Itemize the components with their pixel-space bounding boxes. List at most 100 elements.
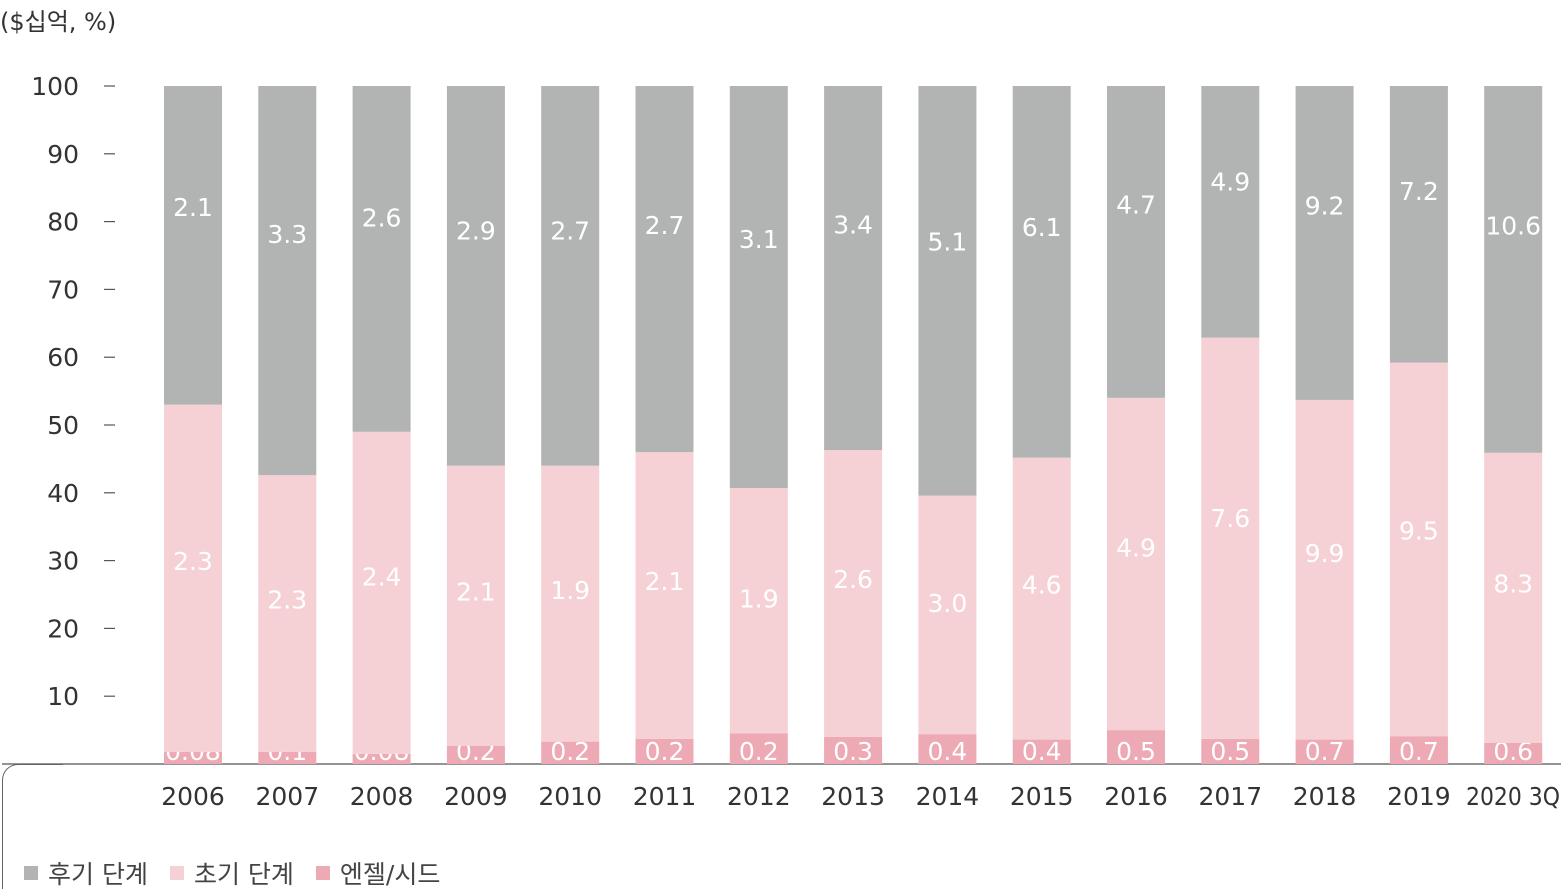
bar-segment: [918, 734, 977, 764]
bar-segment: [1295, 86, 1354, 400]
bar-segment: [729, 86, 788, 489]
bar-segment: [1295, 739, 1354, 764]
unit-label: ($십억, %): [0, 8, 117, 36]
data-label: 7.2: [1399, 177, 1439, 206]
legend-swatch-angel: [315, 866, 330, 880]
y-tick-label: 80: [47, 208, 79, 237]
legend: 후기 단계 초기 단계 엔젤/시드: [24, 855, 462, 891]
bar-segment: [258, 751, 317, 764]
legend-item-angel: 엔젤/시드: [315, 855, 441, 891]
data-label: 1.9: [739, 585, 779, 614]
data-label: 0.4: [928, 737, 968, 766]
x-tick-label: 2007: [255, 782, 319, 811]
data-label: 3.1: [739, 225, 779, 254]
bar-segment: [164, 751, 222, 764]
bar-segment: [1012, 457, 1071, 740]
bar-segment: [1201, 86, 1260, 338]
x-tick-label: 2020 3Q: [1466, 782, 1560, 811]
legend-frame: [2, 764, 63, 889]
data-label: 0.5: [1210, 737, 1250, 766]
data-label: 2.3: [173, 547, 213, 576]
x-tick-label: 2011: [633, 782, 697, 811]
legend-swatch-late: [24, 866, 38, 880]
data-label: 0.3: [833, 737, 873, 766]
bar-segment: [635, 452, 694, 739]
bar-segment: [541, 741, 600, 764]
bar-segment: [729, 488, 788, 734]
data-label: 10.6: [1485, 211, 1541, 240]
bar-segment: [824, 450, 883, 737]
bar-segment: [1484, 742, 1543, 764]
data-label: 2.7: [550, 216, 590, 245]
bar-segment: [1484, 452, 1543, 743]
data-label: 0.2: [739, 737, 779, 766]
data-label: 2.9: [456, 216, 496, 245]
data-label: 5.1: [928, 228, 968, 257]
y-tick-label: 10: [47, 682, 79, 711]
bar-segment: [1389, 362, 1448, 737]
data-label: 1.9: [550, 576, 590, 605]
bar-segment: [1107, 730, 1165, 764]
bar-segment: [1389, 736, 1448, 764]
data-label: 0.4: [1022, 737, 1062, 766]
bar-segment: [635, 86, 694, 453]
bar-segment: [1201, 738, 1260, 764]
bar-segment: [164, 404, 222, 752]
bar-segment: [1012, 86, 1071, 458]
legend-item-early: 초기 단계: [169, 855, 294, 891]
legend-item-late: 후기 단계: [24, 855, 148, 891]
data-label: 3.4: [833, 210, 873, 239]
y-tick-label: 20: [47, 614, 79, 643]
legend-label-angel: 엔젤/시드: [339, 860, 441, 889]
legend-swatch-early: [169, 866, 184, 880]
bar-segment: [258, 475, 317, 752]
data-label: 2.1: [173, 193, 213, 222]
data-label: 4.6: [1022, 570, 1062, 599]
x-tick-label: 2013: [821, 782, 885, 811]
x-tick-label: 2015: [1010, 782, 1074, 811]
x-tick-label: 2006: [161, 782, 225, 811]
bar-segment: [1295, 399, 1354, 740]
bar-segment: [918, 495, 977, 735]
data-label: 0.7: [1305, 737, 1345, 766]
y-tick-label: 90: [47, 140, 79, 169]
data-label: 9.5: [1399, 517, 1439, 546]
data-label: 0.2: [550, 737, 590, 766]
data-label: 8.3: [1493, 569, 1533, 598]
bar-segment: [729, 733, 788, 764]
data-label: 2.3: [267, 586, 307, 615]
x-tick-label: 2014: [916, 782, 980, 811]
x-tick-label: 2017: [1198, 782, 1262, 811]
data-label: 3.3: [267, 220, 307, 249]
x-tick-label: 2012: [727, 782, 791, 811]
data-label: 0.2: [645, 737, 685, 766]
data-label: 3.0: [928, 589, 968, 618]
data-label: 2.1: [645, 567, 685, 596]
bar-segment: [164, 86, 222, 405]
data-label: 0.7: [1399, 737, 1439, 766]
data-label: 2.6: [362, 203, 402, 232]
bar-segment: [352, 431, 411, 754]
x-tick-label: 2016: [1104, 782, 1168, 811]
x-tick-label: 2019: [1387, 782, 1451, 811]
data-label: 4.9: [1210, 168, 1250, 197]
bar-segment: [1107, 397, 1165, 731]
data-label: 0.5: [1116, 737, 1156, 766]
data-label: 2.4: [362, 563, 402, 592]
y-tick-label: 100: [31, 72, 79, 101]
x-tick-label: 2008: [350, 782, 414, 811]
legend-label-early: 초기 단계: [193, 860, 294, 889]
bar-segment: [1389, 86, 1448, 363]
data-label: 7.6: [1210, 504, 1250, 533]
bar-segment: [1484, 86, 1543, 453]
y-tick-label: 30: [47, 547, 79, 576]
bar-segment: [446, 745, 505, 764]
bar-segment: [352, 86, 411, 432]
x-tick-label: 2018: [1293, 782, 1357, 811]
data-label: 2.7: [645, 211, 685, 240]
y-tick-label: 50: [47, 411, 79, 440]
bar-segment: [918, 86, 977, 496]
x-tick-label: 2009: [444, 782, 508, 811]
y-tick-label: 60: [47, 343, 79, 372]
data-label: 2.6: [833, 565, 873, 594]
